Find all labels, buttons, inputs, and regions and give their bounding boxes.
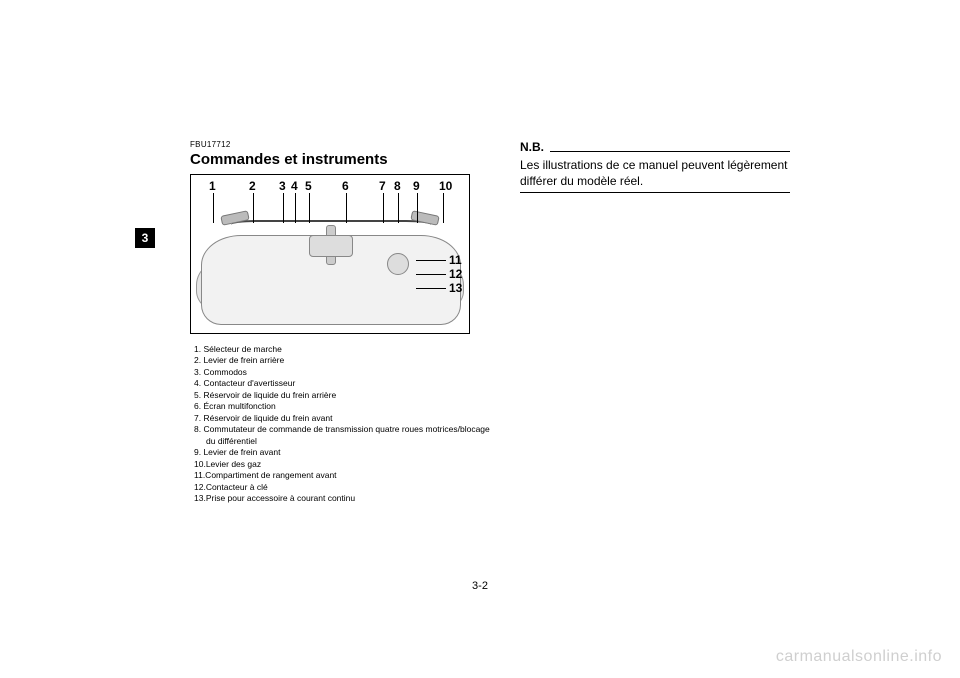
callout-number: 5 xyxy=(305,179,312,193)
legend-item: 7. Réservoir de liquide du frein avant xyxy=(194,413,490,424)
callout-leader xyxy=(283,193,284,223)
callout-leader xyxy=(309,193,310,223)
legend-item: 13.Prise pour accessoire à courant conti… xyxy=(194,493,490,504)
nb-rule-top xyxy=(550,151,790,152)
section-heading: Commandes et instruments xyxy=(190,151,490,168)
callout-number: 10 xyxy=(439,179,452,193)
callout-leader-side xyxy=(416,274,446,275)
page-number: 3-2 xyxy=(0,580,960,592)
callout-number-side: 13 xyxy=(449,281,462,295)
callout-number-side: 12 xyxy=(449,267,462,281)
callout-leader xyxy=(398,193,399,223)
atv-diagram: 12345678910111213 xyxy=(190,174,470,334)
callout-leader xyxy=(295,193,296,223)
callout-number: 4 xyxy=(291,179,298,193)
atv-fuel-cap xyxy=(387,253,409,275)
legend-item: 2. Levier de frein arrière xyxy=(194,355,490,366)
chapter-tab: 3 xyxy=(135,228,155,248)
nb-label: N.B. xyxy=(520,140,544,154)
callout-leader xyxy=(383,193,384,223)
callout-leader xyxy=(443,193,444,223)
legend-item: 12.Contacteur à clé xyxy=(194,482,490,493)
left-column: FBU17712 Commandes et instruments xyxy=(190,140,490,505)
watermark: carmanualsonline.info xyxy=(776,648,942,666)
legend-item: 8. Commutateur de commande de transmissi… xyxy=(194,424,490,447)
callout-leader xyxy=(253,193,254,223)
callout-number: 8 xyxy=(394,179,401,193)
content-area: FBU17712 Commandes et instruments xyxy=(190,140,790,505)
right-column: N.B. Les illustrations de ce manuel peuv… xyxy=(520,140,790,505)
callout-leader-side xyxy=(416,260,446,261)
nb-header-row: N.B. xyxy=(520,140,790,154)
diagram-container: 12345678910111213 xyxy=(190,174,470,334)
legend-item: 1. Sélecteur de marche xyxy=(194,344,490,355)
atv-instrument-cluster xyxy=(309,235,353,257)
callout-number: 2 xyxy=(249,179,256,193)
legend-item: 10.Levier des gaz xyxy=(194,459,490,470)
legend-item: 11.Compartiment de rangement avant xyxy=(194,470,490,481)
legend-item: 4. Contacteur d'avertisseur xyxy=(194,378,490,389)
callout-number: 7 xyxy=(379,179,386,193)
manual-page: 3 FBU17712 Commandes et instruments xyxy=(0,0,960,678)
callout-leader xyxy=(417,193,418,223)
callout-leader-side xyxy=(416,288,446,289)
legend-item: 9. Levier de frein avant xyxy=(194,447,490,458)
callout-number-side: 11 xyxy=(449,253,462,267)
section-code: FBU17712 xyxy=(190,140,490,149)
callout-leader xyxy=(346,193,347,223)
callout-number: 6 xyxy=(342,179,349,193)
legend-item: 3. Commodos xyxy=(194,367,490,378)
legend-item: 5. Réservoir de liquide du frein arrière xyxy=(194,390,490,401)
legend-item: 6. Écran multifonction xyxy=(194,401,490,412)
callout-number: 3 xyxy=(279,179,286,193)
nb-text: Les illustrations de ce manuel peuvent l… xyxy=(520,157,790,189)
legend-list: 1. Sélecteur de marche2. Levier de frein… xyxy=(190,344,490,505)
nb-rule-bottom xyxy=(520,192,790,193)
callout-number: 1 xyxy=(209,179,216,193)
callout-leader xyxy=(213,193,214,223)
callout-number: 9 xyxy=(413,179,420,193)
